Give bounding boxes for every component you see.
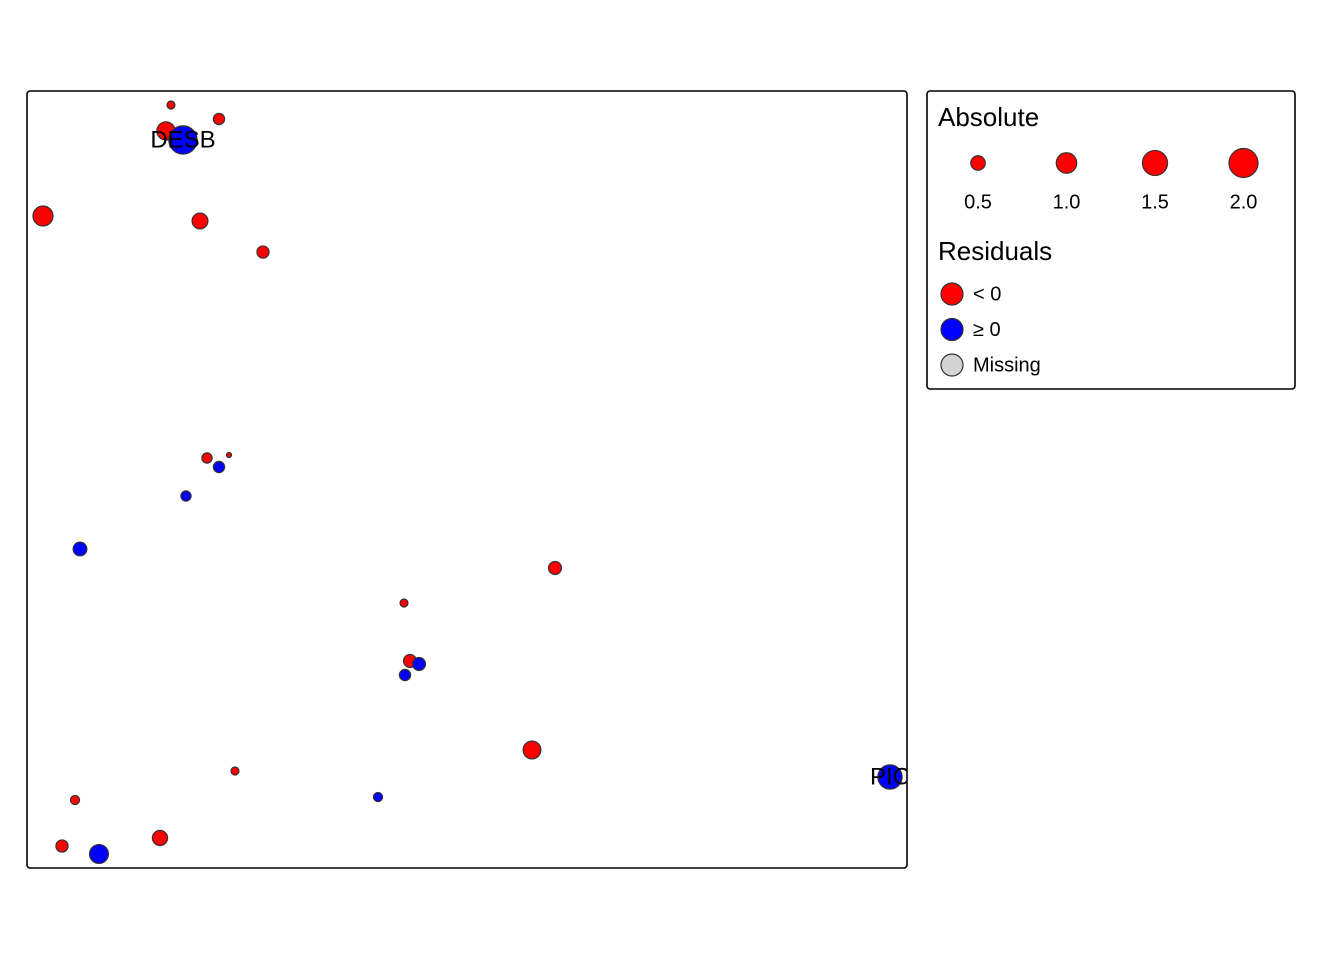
bubble bbox=[151, 829, 169, 847]
bubble bbox=[180, 490, 192, 502]
bubble bbox=[191, 212, 209, 230]
point-label: PIC bbox=[870, 763, 910, 790]
bubble bbox=[522, 740, 542, 760]
legend-box bbox=[926, 90, 1296, 390]
legend-swatch bbox=[940, 317, 964, 342]
size-legend-label: 1.0 bbox=[1053, 191, 1081, 213]
bubble bbox=[411, 656, 427, 672]
bubble bbox=[72, 541, 88, 557]
size-legend-label: 2.0 bbox=[1230, 191, 1258, 213]
size-legend-key bbox=[970, 155, 986, 171]
legend-label: Missing bbox=[973, 354, 1041, 376]
bubble bbox=[877, 764, 903, 790]
bubble bbox=[201, 452, 213, 464]
bubble bbox=[256, 245, 270, 259]
bubble bbox=[230, 766, 240, 776]
map-panel bbox=[26, 90, 908, 869]
bubble bbox=[168, 125, 198, 155]
size-legend-label: 0.5 bbox=[964, 191, 992, 213]
bubble bbox=[69, 794, 81, 806]
point-label: DESB bbox=[150, 126, 215, 153]
bubble bbox=[212, 112, 226, 126]
bubble bbox=[212, 460, 226, 474]
bubble bbox=[55, 839, 69, 853]
bubble bbox=[399, 598, 409, 608]
bubble bbox=[547, 560, 563, 576]
legend-label: < 0 bbox=[973, 283, 1001, 305]
size-legend-key bbox=[1228, 147, 1259, 179]
bubble bbox=[372, 791, 384, 803]
legend-label: ≥ 0 bbox=[973, 319, 1001, 341]
bubble bbox=[225, 451, 233, 459]
bubble bbox=[166, 100, 176, 110]
bubble bbox=[88, 843, 110, 865]
size-legend-title: Absolute bbox=[938, 102, 1039, 132]
legend: 0.5 1.0 1.5 2.0 < 0 ≥ 0 Missing bbox=[940, 147, 1259, 377]
size-legend-label: 1.5 bbox=[1141, 191, 1169, 213]
legend-swatch bbox=[940, 353, 964, 377]
color-legend-title: Residuals bbox=[938, 236, 1052, 266]
size-legend-key bbox=[1141, 149, 1169, 177]
bubble bbox=[32, 205, 54, 227]
legend-swatch bbox=[940, 282, 964, 306]
size-legend-key bbox=[1055, 152, 1078, 174]
points: DESB PIC bbox=[32, 100, 910, 865]
bubble bbox=[398, 668, 412, 682]
